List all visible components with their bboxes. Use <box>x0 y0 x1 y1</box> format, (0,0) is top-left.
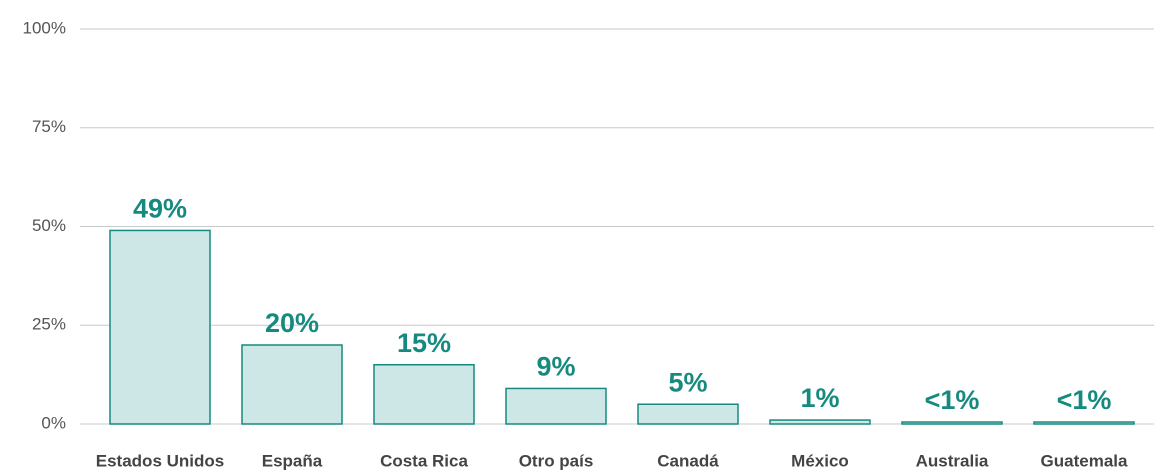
x-tick-label: Australia <box>916 451 989 470</box>
x-tick-label: Costa Rica <box>380 451 468 470</box>
x-tick-label: México <box>791 451 849 470</box>
x-tick-label: Canadá <box>657 451 719 470</box>
value-label: 1% <box>800 383 839 413</box>
value-label: 49% <box>133 194 187 224</box>
bar <box>901 421 1003 425</box>
bar <box>241 344 343 425</box>
value-label: 9% <box>536 352 575 382</box>
bar <box>505 387 607 425</box>
x-tick-label: Otro país <box>519 451 594 470</box>
bar <box>637 403 739 425</box>
x-tick-label: Guatemala <box>1041 451 1128 470</box>
x-tick-label: España <box>262 451 323 470</box>
bar <box>769 419 871 425</box>
x-tick-label: Estados Unidos <box>96 451 224 470</box>
value-label: 15% <box>397 328 451 358</box>
y-tick-label: 50% <box>32 216 66 235</box>
y-tick-label: 0% <box>41 413 66 432</box>
value-label: 5% <box>668 367 707 397</box>
bar <box>373 364 475 425</box>
value-label: <1% <box>1057 385 1112 415</box>
value-label: 20% <box>265 308 319 338</box>
y-tick-label: 100% <box>23 18 66 37</box>
value-label: <1% <box>925 385 980 415</box>
y-tick-label: 25% <box>32 315 66 334</box>
bar <box>1033 421 1135 425</box>
bar <box>109 229 211 425</box>
y-tick-label: 75% <box>32 117 66 136</box>
